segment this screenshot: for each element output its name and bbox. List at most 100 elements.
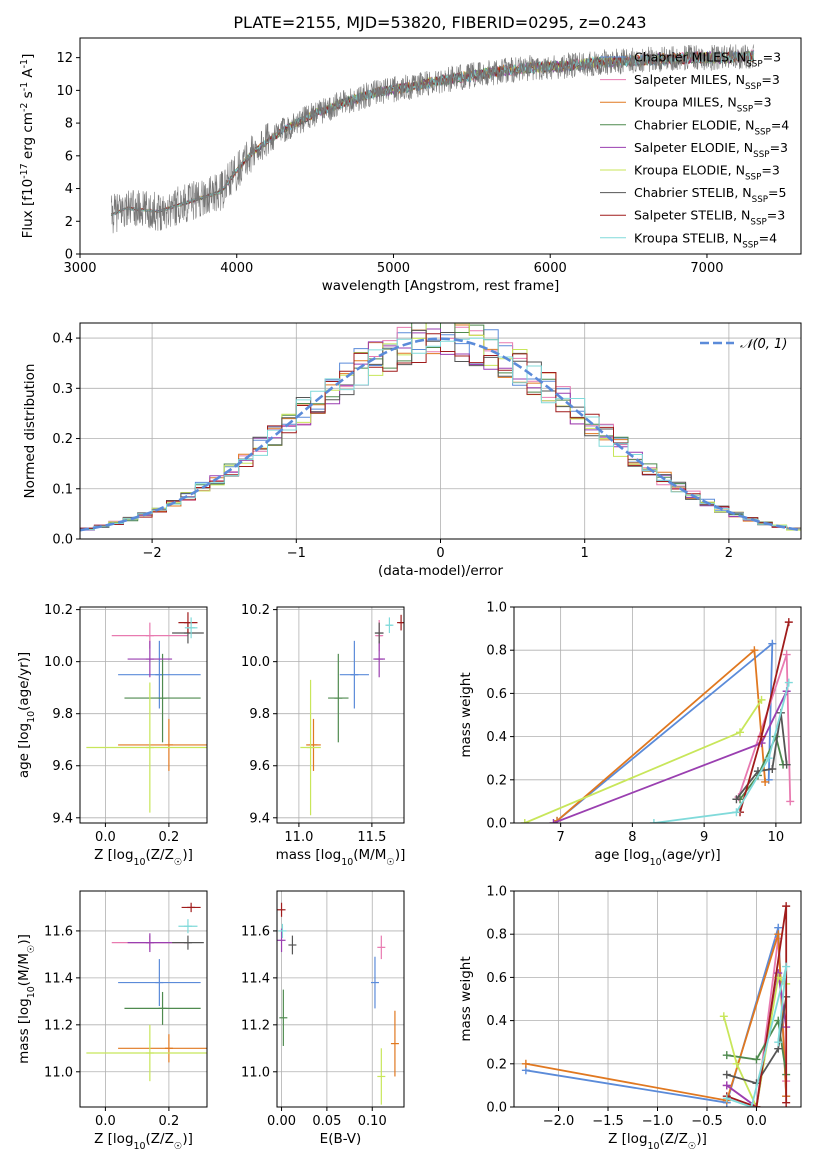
y-tick-label: 11.4 xyxy=(44,971,73,986)
plot-area-spectrum xyxy=(110,44,755,234)
y-tick-label: 0.1 xyxy=(52,482,73,497)
legend-label: Salpeter STELIB, NSSP=3 xyxy=(634,208,785,228)
weight-marker-chabrier_stelib xyxy=(732,795,741,804)
legend-label: Kroupa STELIB, NSSP=4 xyxy=(634,230,777,250)
legend-label: Kroupa MILES, NSSP=3 xyxy=(634,95,772,115)
x-tick-label: 0.0 xyxy=(746,1114,767,1129)
weight-line-chabrier_stelib xyxy=(726,996,788,1085)
gaussian-curve xyxy=(80,337,801,532)
weight-marker-chabrier_stelib xyxy=(722,1070,731,1079)
axes-frame xyxy=(276,606,405,824)
weight-marker-kroupa_stelib xyxy=(764,754,773,763)
y-tick-label: 4 xyxy=(65,182,73,197)
y-axis-label: Normed distribution xyxy=(22,364,38,499)
legend-label: Chabrier ELODIE, NSSP=4 xyxy=(634,117,789,137)
legend-label: Salpeter ELODIE, NSSP=3 xyxy=(634,140,788,160)
axes-frame xyxy=(79,606,208,824)
x-tick-label: 4000 xyxy=(220,261,253,276)
y-tick-label: 2 xyxy=(65,215,73,230)
axes-weight_vs_Z: −2.0 −1.5 −1.0 −0.5 0.0 0.0 0.2 0.4 0.6 0.8 1.0 Z [… xyxy=(458,885,802,1152)
y-tick-label: 0.2 xyxy=(486,773,507,788)
x-tick-label: 0.05 xyxy=(312,1114,341,1129)
x-tick-label: −1.0 xyxy=(642,1114,674,1129)
weight-marker-kroupa_elodie xyxy=(757,695,766,704)
x-axis-label: mass [log10(M/M☉)] xyxy=(276,847,406,868)
y-tick-label: 0.4 xyxy=(486,1014,507,1029)
axes-residuals: −2 −1 0 1 2 0.0 0.1 0.2 0.3 0.4 (data-model)/error… xyxy=(22,322,802,579)
y-tick-label: 11.4 xyxy=(241,971,270,986)
y-tick-label: 11.2 xyxy=(44,1018,73,1033)
weight-marker-salpeter_stelib xyxy=(757,732,766,741)
y-tick-label: 0.0 xyxy=(52,533,73,548)
y-tick-label: 1.0 xyxy=(486,885,507,900)
weight-marker-kroupa_stelib xyxy=(649,819,658,823)
y-tick-label: 0.0 xyxy=(486,817,507,832)
y-tick-label: 0.6 xyxy=(486,971,507,986)
x-tick-label: 0.2 xyxy=(159,1114,180,1129)
x-tick-label: −2 xyxy=(143,546,162,561)
y-tick-label: 8 xyxy=(65,117,73,132)
x-axis-label: wavelength [Angstrom, rest frame] xyxy=(322,278,560,294)
y-tick-label: 10.0 xyxy=(44,655,73,670)
y-tick-label: 0.4 xyxy=(52,332,73,347)
y-tick-label: 11.2 xyxy=(241,1018,270,1033)
histogram-kroupa_elodie xyxy=(80,323,801,531)
weight-line-salpeter_stelib xyxy=(726,905,788,1107)
x-axis-label: (data-model)/error xyxy=(378,563,504,579)
y-tick-label: 0.6 xyxy=(486,687,507,702)
x-tick-label: 0.00 xyxy=(267,1114,296,1129)
weight-line-chabrier_elodie xyxy=(739,733,784,800)
y-tick-label: 11.6 xyxy=(241,924,270,939)
weight-line-kroupa_stelib xyxy=(653,682,790,823)
y-tick-label: 9.8 xyxy=(52,707,73,722)
x-axis-label: E(B-V) xyxy=(320,1131,362,1147)
weight-marker-kroupa_elodie xyxy=(520,819,529,823)
x-axis-label: age [log10(age/yr)] xyxy=(594,847,720,868)
y-tick-label: 9.6 xyxy=(52,759,73,774)
weight-marker-chabrier_miles xyxy=(768,639,777,648)
x-axis-label: Z [log10(Z/Z☉)] xyxy=(94,1131,193,1152)
x-tick-label: 0.0 xyxy=(95,830,116,845)
x-tick-label: 1 xyxy=(581,546,589,561)
weight-marker-salpeter_stelib xyxy=(782,902,791,911)
y-tick-label: 6 xyxy=(65,149,73,164)
weight-marker-salpeter_stelib xyxy=(784,618,793,627)
legend-label: 𝒩(0, 1) xyxy=(740,337,787,352)
x-tick-label: 6000 xyxy=(534,261,567,276)
y-tick-label: 9.4 xyxy=(249,811,270,826)
y-axis-label: mass [log10(M/M☉)] xyxy=(16,934,37,1064)
x-axis-label: Z [log10(Z/Z☉)] xyxy=(94,847,193,868)
y-tick-label: 0.8 xyxy=(486,928,507,943)
axes-frame xyxy=(513,606,802,824)
histogram-kroupa_stelib xyxy=(80,337,801,531)
y-tick-label: 9.6 xyxy=(249,759,270,774)
model-spectrum-kroupa_stelib xyxy=(111,50,755,216)
plot-area-age_vs_mass xyxy=(300,614,404,816)
weight-line-kroupa_miles xyxy=(525,933,788,1102)
weight-marker-kroupa_miles xyxy=(750,646,759,655)
weight-marker-kroupa_stelib xyxy=(747,1103,756,1107)
x-tick-label: 11.5 xyxy=(357,830,386,845)
x-tick-label: 0.2 xyxy=(159,830,180,845)
x-tick-label: 11.0 xyxy=(284,830,313,845)
weight-marker-kroupa_miles xyxy=(761,777,770,786)
plot-area-weight_vs_age xyxy=(520,618,795,823)
y-tick-label: 0.2 xyxy=(486,1057,507,1072)
weight-marker-kroupa_stelib xyxy=(722,1094,731,1103)
weight-marker-kroupa_elodie xyxy=(736,728,745,737)
axes-age_vs_mass: 11.0 11.5 9.4 9.6 9.8 10.0 10.2 mass [log10(M/M… xyxy=(241,603,405,867)
x-tick-label: 0 xyxy=(436,546,444,561)
x-tick-label: 8 xyxy=(628,830,636,845)
x-tick-label: −1 xyxy=(287,546,306,561)
axes-frame xyxy=(79,37,802,255)
x-tick-label: 7 xyxy=(556,830,564,845)
y-tick-label: 0.4 xyxy=(486,730,507,745)
legend-label: Chabrier MILES, NSSP=3 xyxy=(634,50,781,70)
y-axis-label: age [log10(age/yr)] xyxy=(16,652,37,778)
y-tick-label: 9.8 xyxy=(249,707,270,722)
y-tick-label: 1.0 xyxy=(486,601,507,616)
weight-marker-chabrier_stelib xyxy=(768,765,777,773)
x-tick-label: −0.5 xyxy=(691,1114,723,1129)
x-tick-label: 0.0 xyxy=(95,1114,116,1129)
